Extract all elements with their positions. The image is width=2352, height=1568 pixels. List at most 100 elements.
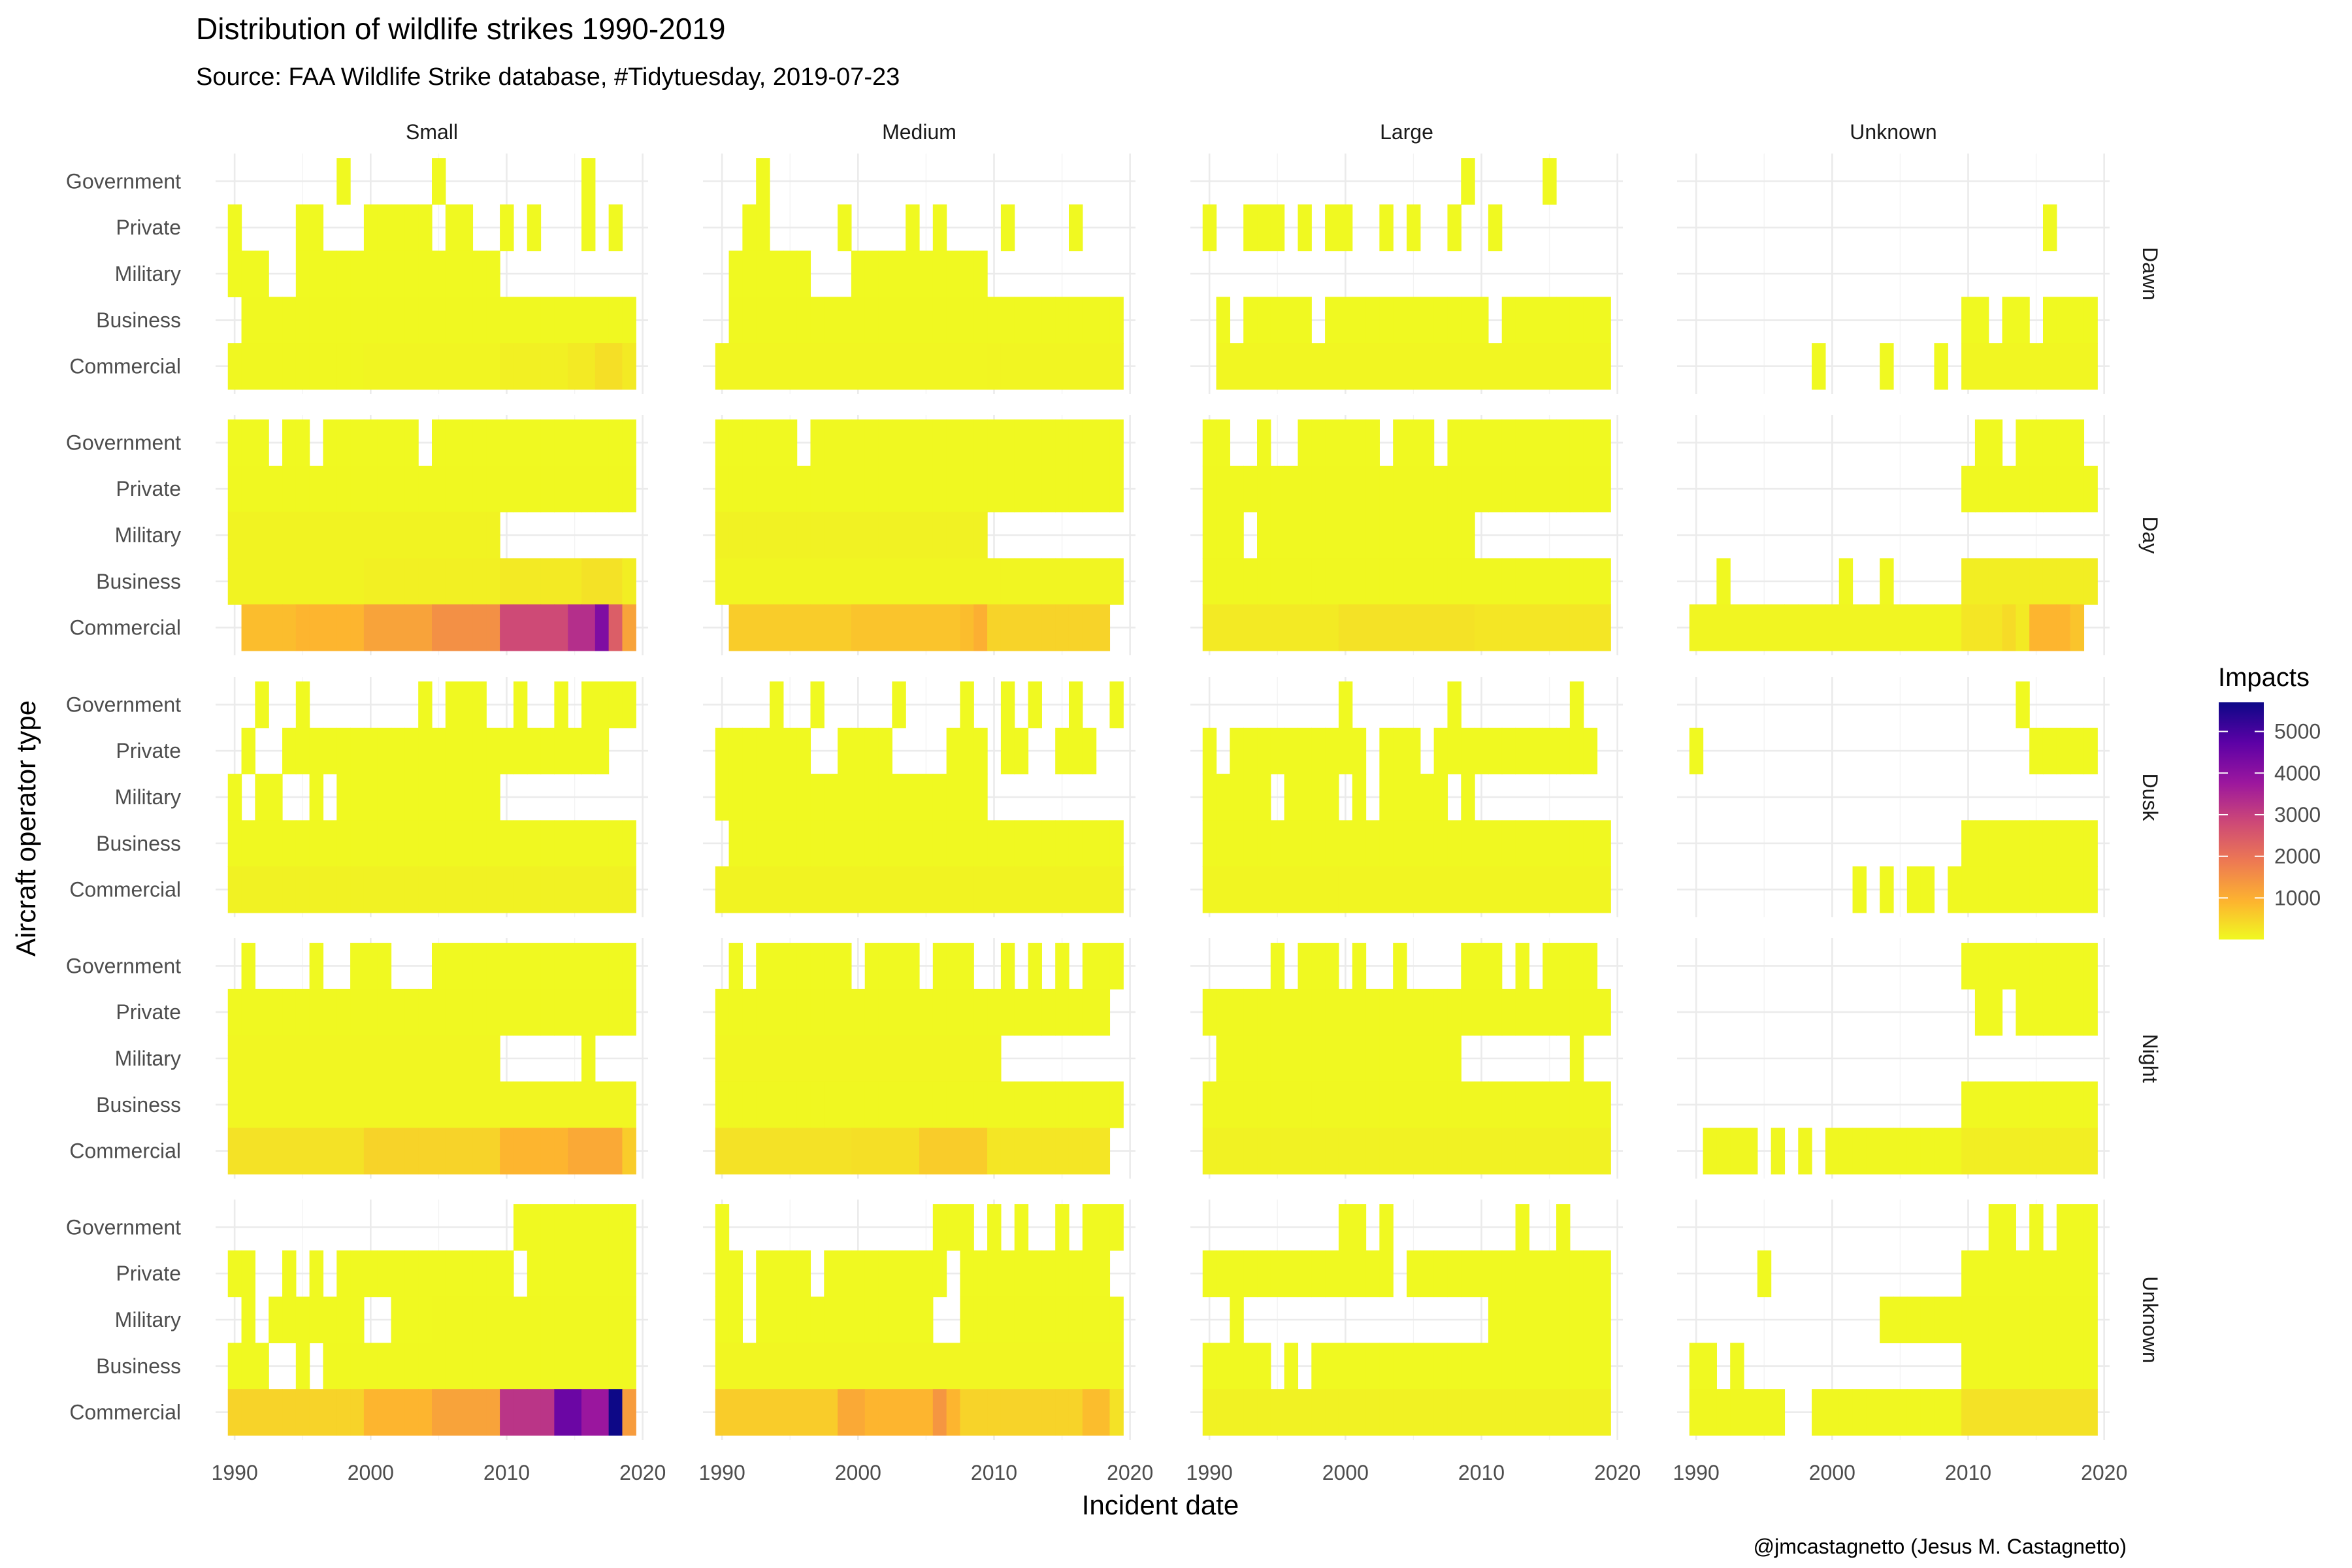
heatmap-tile-night-medium-business-2012	[1014, 1081, 1029, 1128]
heatmap-tile-day-medium-government-1995	[783, 419, 798, 466]
heatmap-tile-dusk-medium-business-1992	[742, 820, 757, 867]
y-tick-label-commercial: Commercial	[69, 878, 181, 902]
heatmap-tile-dusk-unknown-business-2011	[1974, 820, 1989, 867]
heatmap-tile-unknown-unknown-commercial-2011	[1974, 1389, 1989, 1436]
heatmap-tile-day-large-government-1999	[1325, 419, 1339, 466]
heatmap-tile-day-large-business-2002	[1365, 558, 1380, 605]
heatmap-tile-night-small-commercial-1993	[269, 1128, 283, 1175]
heatmap-tile-dusk-small-commercial-2012	[527, 866, 542, 913]
heatmap-tile-day-small-commercial-2001	[377, 604, 392, 651]
heatmap-tile-unknown-medium-private-2003	[892, 1250, 906, 1298]
heatmap-tile-day-small-government-2010	[500, 419, 514, 466]
heatmap-tile-unknown-small-military-2012	[527, 1296, 542, 1343]
heatmap-tile-unknown-large-private-1992	[1230, 1250, 1244, 1298]
y-tick-label-military: Military	[115, 523, 181, 547]
heatmap-tile-day-large-private-2005	[1407, 465, 1421, 513]
heatmap-tile-dusk-unknown-commercial-2012	[1988, 866, 2003, 913]
heatmap-tile-night-small-military-1996	[309, 1035, 324, 1082]
heatmap-tile-night-large-military-2007	[1433, 1035, 1448, 1082]
heatmap-tile-dawn-large-commercial-1997	[1298, 343, 1312, 390]
heatmap-tile-unknown-small-military-2005	[432, 1296, 446, 1343]
heatmap-tile-dawn-large-commercial-1991	[1216, 343, 1230, 390]
heatmap-tile-night-unknown-commercial-2001	[1838, 1128, 1854, 1175]
heatmap-tile-dawn-large-commercial-2007	[1433, 343, 1448, 390]
heatmap-tile-dawn-large-commercial-2014	[1529, 343, 1543, 390]
heatmap-tile-night-medium-military-1995	[783, 1035, 798, 1082]
heatmap-tile-night-medium-military-2009	[973, 1035, 988, 1082]
heatmap-tile-unknown-medium-private-1996	[796, 1250, 811, 1298]
heatmap-tile-unknown-medium-private-2015	[1055, 1250, 1070, 1298]
heatmap-tile-unknown-medium-government-2007	[946, 1204, 961, 1251]
heatmap-tile-day-medium-business-2012	[1014, 558, 1029, 605]
heatmap-tile-dawn-small-military-2000	[363, 250, 378, 297]
heatmap-tile-unknown-medium-private-2009	[973, 1250, 988, 1298]
heatmap-tile-dusk-small-military-2009	[486, 774, 500, 821]
heatmap-tile-day-small-private-1993	[269, 465, 283, 513]
heatmap-tile-dawn-small-business-2013	[540, 297, 555, 344]
heatmap-tile-unknown-medium-military-2016	[1068, 1296, 1083, 1343]
heatmap-tile-dawn-medium-business-1996	[796, 297, 811, 344]
heatmap-tile-dawn-small-business-2011	[513, 297, 528, 344]
heatmap-tile-day-medium-private-2008	[960, 465, 974, 513]
heatmap-tile-day-unknown-commercial-2008	[1934, 604, 1948, 651]
heatmap-tile-day-small-private-2005	[432, 465, 446, 513]
heatmap-tile-day-large-business-2010	[1475, 558, 1489, 605]
heatmap-tile-unknown-large-business-1992	[1230, 1343, 1244, 1390]
heatmap-tile-night-small-commercial-2001	[377, 1128, 392, 1175]
heatmap-tile-unknown-small-business-2016	[581, 1343, 596, 1390]
heatmap-tile-day-large-private-2018	[1583, 465, 1598, 513]
heatmap-tile-dusk-medium-business-2004	[906, 820, 920, 867]
heatmap-tile-night-small-commercial-2007	[459, 1128, 474, 1175]
heatmap-tile-dawn-large-business-2009	[1461, 297, 1475, 344]
heatmap-tile-dusk-small-commercial-2017	[595, 866, 610, 913]
heatmap-tile-unknown-unknown-commercial-1991	[1703, 1389, 1717, 1436]
heatmap-tile-day-small-business-1996	[309, 558, 324, 605]
heatmap-tile-dawn-small-military-1998	[336, 250, 351, 297]
heatmap-tile-dawn-medium-military-2001	[864, 250, 879, 297]
heatmap-tile-night-medium-government-1996	[796, 943, 811, 990]
heatmap-tile-night-medium-commercial-2007	[946, 1128, 961, 1175]
heatmap-tile-unknown-large-government-2001	[1352, 1204, 1367, 1251]
heatmap-tile-dusk-medium-commercial-2015	[1055, 866, 1070, 913]
heatmap-tile-unknown-small-business-2018	[608, 1343, 623, 1390]
heatmap-tile-dawn-medium-commercial-1995	[783, 343, 798, 390]
heatmap-tile-night-large-private-1997	[1298, 988, 1312, 1036]
heatmap-tile-unknown-unknown-commercial-1994	[1744, 1389, 1758, 1436]
heatmap-tile-dusk-medium-commercial-2005	[919, 866, 934, 913]
heatmap-tile-dawn-medium-business-2012	[1014, 297, 1029, 344]
heatmap-tile-dawn-small-private-2004	[418, 204, 433, 252]
heatmap-tile-dawn-small-commercial-2019	[622, 343, 636, 390]
heatmap-tile-night-small-private-1992	[255, 988, 269, 1036]
heatmap-tile-dusk-large-business-2006	[1420, 820, 1435, 867]
heatmap-tile-night-large-business-1995	[1270, 1081, 1285, 1128]
heatmap-tile-dawn-unknown-commercial-2004	[1880, 343, 1894, 390]
heatmap-tile-night-medium-commercial-2003	[892, 1128, 906, 1175]
heatmap-tile-night-medium-business-1992	[742, 1081, 757, 1128]
heatmap-tile-day-medium-commercial-2010	[987, 604, 1002, 651]
heatmap-tile-day-medium-military-2007	[946, 512, 961, 559]
heatmap-tile-day-large-private-2014	[1529, 465, 1543, 513]
heatmap-tile-dusk-medium-commercial-2016	[1068, 866, 1083, 913]
heatmap-tile-dusk-large-business-1992	[1230, 820, 1244, 867]
heatmap-tile-dawn-small-commercial-1995	[295, 343, 310, 390]
heatmap-tile-dusk-large-business-2001	[1352, 820, 1367, 867]
heatmap-tile-unknown-unknown-business-2011	[1974, 1343, 1989, 1390]
heatmap-tile-dawn-medium-business-1999	[838, 297, 852, 344]
heatmap-tile-day-large-private-2000	[1338, 465, 1353, 513]
heatmap-tile-unknown-medium-business-2003	[892, 1343, 906, 1390]
heatmap-tile-dusk-medium-military-1994	[770, 774, 784, 821]
heatmap-tile-night-medium-business-2002	[878, 1081, 892, 1128]
heatmap-tile-day-large-government-2000	[1338, 419, 1353, 466]
heatmap-tile-night-large-private-2007	[1433, 988, 1448, 1036]
heatmap-tile-dawn-small-commercial-1993	[269, 343, 283, 390]
heatmap-tile-dusk-medium-commercial-2008	[960, 866, 974, 913]
heatmap-tile-day-medium-government-2018	[1096, 419, 1111, 466]
heatmap-tile-night-small-private-2015	[568, 988, 582, 1036]
heatmap-tile-day-medium-government-2003	[892, 419, 906, 466]
heatmap-tile-dawn-small-business-1998	[336, 297, 351, 344]
heatmap-tile-night-medium-military-1991	[728, 1035, 743, 1082]
heatmap-tile-unknown-small-private-2017	[595, 1250, 610, 1298]
heatmap-tile-unknown-medium-commercial-2016	[1068, 1389, 1083, 1436]
heatmap-tile-night-medium-private-1993	[756, 988, 770, 1036]
heatmap-tile-dusk-large-private-1997	[1298, 727, 1312, 775]
